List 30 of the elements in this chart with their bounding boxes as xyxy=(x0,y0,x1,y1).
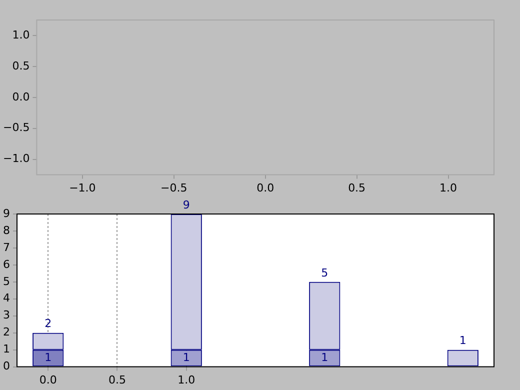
x-tick-label: −1.0 xyxy=(69,181,96,194)
y-tick-label: 5 xyxy=(3,274,10,288)
x-tick-label: 0.5 xyxy=(108,373,126,386)
data-label: 1 xyxy=(182,350,190,364)
x-tick-label: 0.0 xyxy=(39,373,57,386)
y-tick-label: 2 xyxy=(3,326,10,339)
x-tick-label: 1.0 xyxy=(178,373,196,386)
y-tick-label: 8 xyxy=(3,224,10,237)
y-tick-label: 0 xyxy=(3,360,10,373)
total-label: 2 xyxy=(44,317,52,330)
total-label: 1 xyxy=(459,334,466,348)
y-tick-label: −0.5 xyxy=(2,121,30,134)
data-label: 1 xyxy=(44,350,52,364)
data-label: 1 xyxy=(321,350,328,364)
y-tick-label: 0.5 xyxy=(12,59,30,72)
y-tick-label: 1 xyxy=(3,342,10,356)
y-tick-label: 0.0 xyxy=(12,90,30,104)
total-label: 5 xyxy=(321,266,328,280)
y-tick-label: 1.0 xyxy=(12,28,30,42)
total-label: 9 xyxy=(182,198,190,212)
x-tick-label: 0.0 xyxy=(256,181,274,194)
y-tick-label: 6 xyxy=(3,258,10,271)
y-tick-label: 3 xyxy=(3,308,10,322)
x-tick-label: −0.5 xyxy=(160,181,188,194)
y-tick-label: 7 xyxy=(3,240,10,254)
y-tick-label: 4 xyxy=(3,292,10,305)
x-tick-label: 0.5 xyxy=(348,181,366,194)
y-tick-label: −1.0 xyxy=(2,152,30,166)
x-tick-label: 1.0 xyxy=(440,181,458,194)
y-tick-label: 9 xyxy=(3,206,10,220)
